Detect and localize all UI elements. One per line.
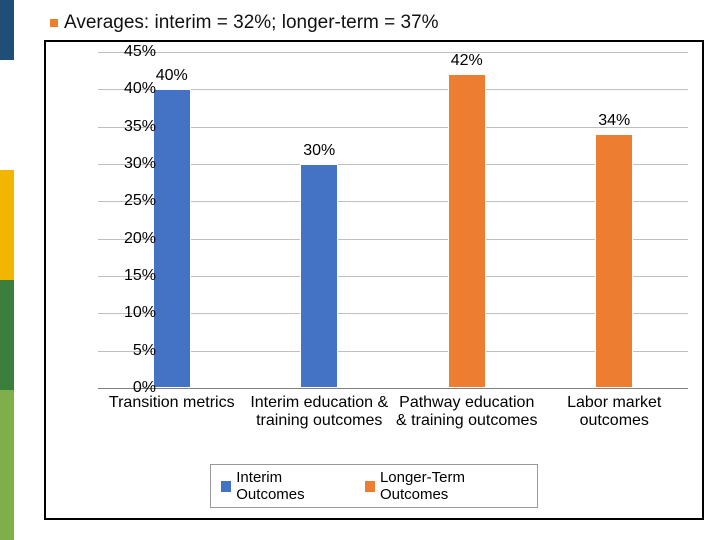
y-axis-label: 25% <box>106 192 156 210</box>
plot-area: 40% 30% 42% 34% <box>98 52 688 388</box>
accent-band <box>0 390 14 540</box>
accent-band <box>0 0 14 60</box>
category-label: Labor market outcomes <box>541 394 689 431</box>
accent-band <box>0 60 14 170</box>
category-label: Interim education & training outcomes <box>246 394 394 431</box>
legend-swatch-icon <box>221 481 231 492</box>
bar <box>153 89 191 388</box>
legend-swatch-icon <box>365 481 375 492</box>
bar-value-label: 42% <box>437 52 497 70</box>
side-accent-strip <box>0 0 14 540</box>
y-axis-label: 40% <box>106 80 156 98</box>
y-axis-label: 10% <box>106 304 156 322</box>
bar-value-label: 34% <box>584 112 644 130</box>
legend-item: Longer-Term Outcomes <box>365 469 527 503</box>
category-label: Transition metrics <box>98 394 246 412</box>
legend-item: Interim Outcomes <box>221 469 347 503</box>
accent-band <box>0 170 14 280</box>
y-axis-label: 5% <box>106 342 156 360</box>
bar <box>300 164 338 388</box>
bar <box>595 134 633 388</box>
y-axis-label: 45% <box>106 43 156 61</box>
bullet-square-icon <box>50 19 58 27</box>
grid-line <box>98 52 688 53</box>
bar-value-label: 30% <box>289 142 349 160</box>
y-axis-label: 30% <box>106 155 156 173</box>
y-axis-label: 15% <box>106 267 156 285</box>
y-axis-label: 35% <box>106 118 156 136</box>
heading-text: Averages: interim = 32%; longer-term = 3… <box>64 12 439 34</box>
legend-label: Longer-Term Outcomes <box>380 469 527 503</box>
legend-label: Interim Outcomes <box>236 469 346 503</box>
x-axis-line <box>98 388 688 389</box>
bar <box>448 74 486 388</box>
chart-container: 40% 30% 42% 34% Interim Outcomes Longer-Term… <box>44 40 704 520</box>
legend: Interim Outcomes Longer-Term Outcomes <box>210 464 538 508</box>
category-label: Pathway education & training outcomes <box>393 394 541 431</box>
heading-row: Averages: interim = 32%; longer-term = 3… <box>50 12 439 34</box>
accent-band <box>0 280 14 390</box>
y-axis-label: 20% <box>106 230 156 248</box>
